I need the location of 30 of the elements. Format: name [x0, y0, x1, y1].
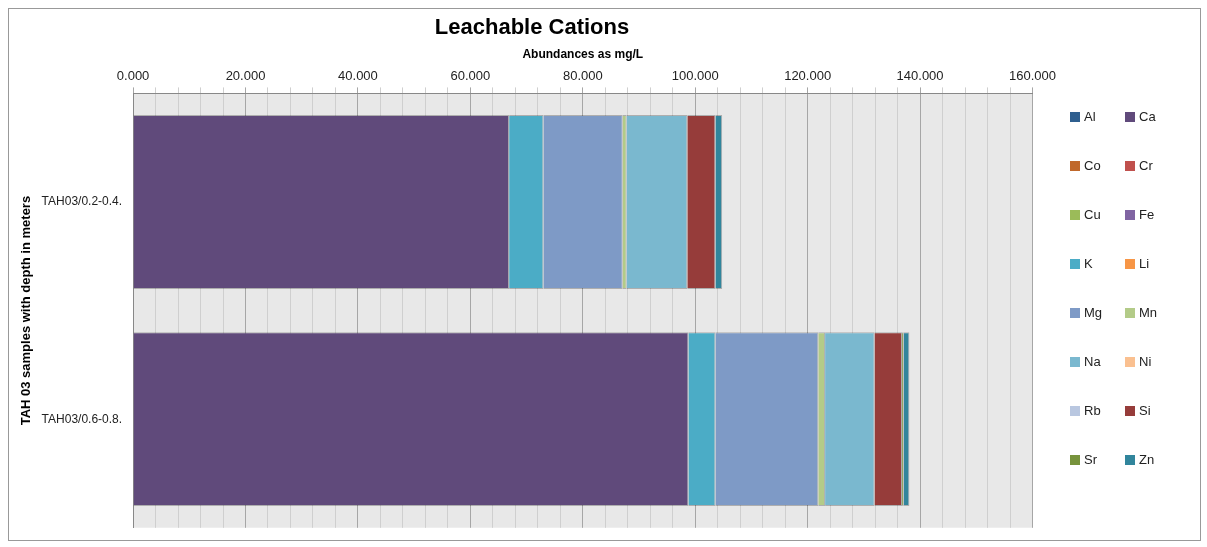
legend-label: Ca: [1139, 109, 1156, 124]
x-tick-label: 40.000: [338, 68, 378, 84]
legend-label: Si: [1139, 403, 1151, 418]
x-tick-label: 160.000: [1009, 68, 1056, 84]
x-axis-title: Abundances as mg/L: [522, 46, 644, 61]
legend-label: Co: [1084, 158, 1101, 173]
legend-label: Mn: [1139, 305, 1158, 320]
y-tick-label: TAH03/0.2-0.4.: [41, 194, 123, 209]
x-tick-label: 120.000: [784, 68, 832, 84]
x-tick-label: 80.000: [562, 68, 603, 84]
legend-label: Zn: [1139, 452, 1155, 467]
legend-label: Al: [1084, 109, 1096, 124]
legend-label: K: [1084, 256, 1093, 271]
legend-label: Sr: [1084, 452, 1097, 467]
y-axis-title: TAH 03 samples with depth in meters: [18, 195, 34, 426]
legend-label: Cu: [1084, 207, 1101, 222]
legend-label: Ni: [1139, 354, 1152, 369]
legend-label: Cr: [1139, 158, 1153, 173]
x-tick-label: 0.000: [116, 68, 150, 84]
x-tick-label: 20.000: [225, 68, 266, 84]
x-tick-label: 60.000: [450, 68, 491, 84]
legend-label: Fe: [1139, 207, 1155, 222]
x-tick-label: 100.000: [671, 68, 719, 84]
y-tick-label: TAH03/0.6-0.8.: [41, 411, 123, 426]
legend-label: Mg: [1084, 305, 1103, 320]
legend-label: Na: [1084, 354, 1101, 369]
chart-title: Leachable Cations: [434, 14, 630, 40]
x-tick-label: 140.000: [896, 68, 944, 84]
legend-label: Rb: [1084, 403, 1101, 418]
legend-label: Li: [1139, 256, 1150, 271]
